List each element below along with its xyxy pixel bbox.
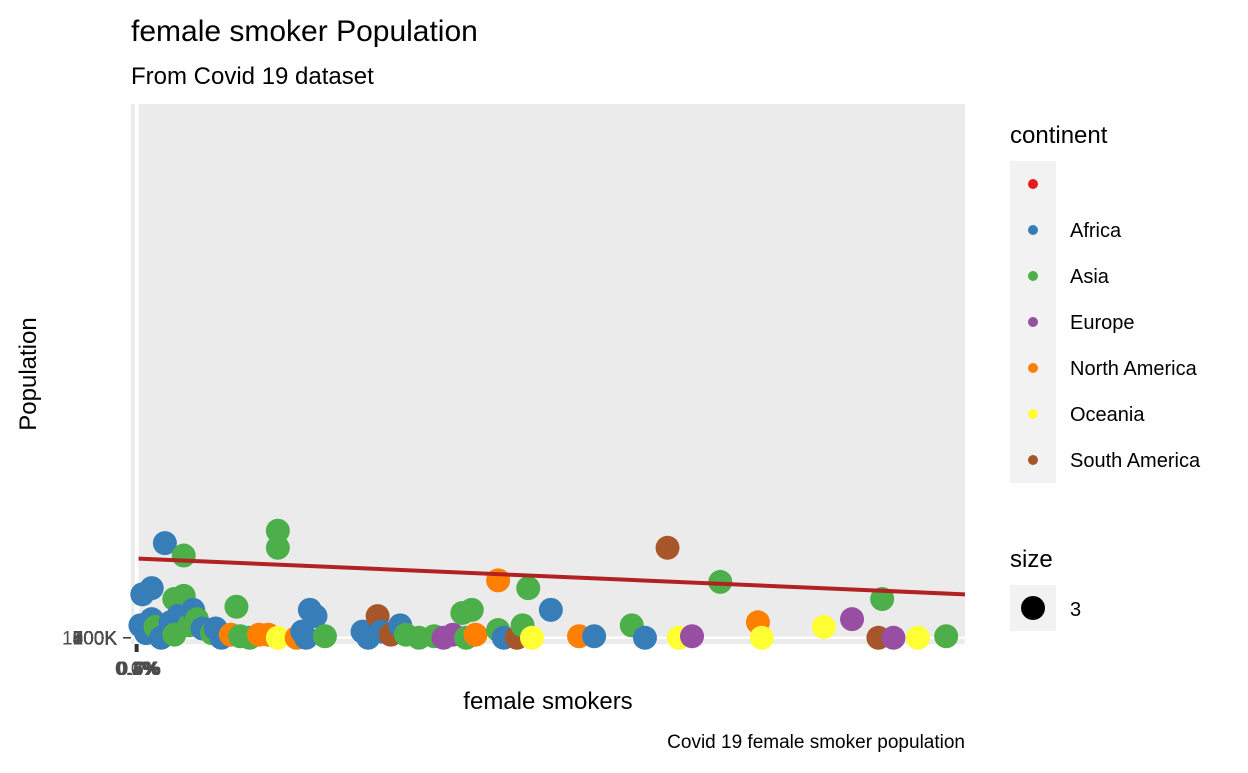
data-point bbox=[171, 543, 196, 568]
legend-key-dot bbox=[1028, 455, 1038, 465]
data-point bbox=[463, 622, 488, 647]
legend-entries: Africa Asia Europe North America Oceania Sout… bbox=[1028, 179, 1201, 472]
y-tick-label: 200K bbox=[73, 629, 118, 650]
data-point bbox=[519, 625, 544, 650]
y-tick-label: 800K bbox=[73, 628, 118, 649]
legend-entry-label: South America bbox=[1070, 450, 1201, 472]
data-point bbox=[224, 594, 249, 619]
x-tick-label: 0.7% bbox=[118, 659, 161, 680]
x-axis-ticks: 0.0%0.1%0.2%0.3%0.4%0.5%0.6%0.7% bbox=[115, 644, 161, 680]
legend-entry-label: Oceania bbox=[1070, 404, 1145, 426]
data-point bbox=[265, 518, 290, 543]
trend-line bbox=[138, 556, 966, 597]
y-axis-label: Population bbox=[15, 317, 42, 430]
chart-subtitle: From Covid 19 dataset bbox=[131, 63, 374, 90]
data-point bbox=[294, 625, 319, 650]
x-tick-label: 0.5% bbox=[117, 659, 160, 680]
legend-key-dot bbox=[1028, 409, 1038, 419]
legend-size-label: 3 bbox=[1070, 599, 1081, 621]
data-point bbox=[312, 624, 337, 649]
y-tick-label: 1000K bbox=[62, 628, 117, 649]
data-point bbox=[680, 624, 705, 649]
x-tick-label: 0.4% bbox=[117, 659, 160, 680]
legend-entry-label: Asia bbox=[1070, 266, 1110, 288]
data-point bbox=[265, 535, 290, 560]
data-point bbox=[139, 576, 164, 601]
y-tick-label: 500K bbox=[73, 629, 118, 650]
data-point bbox=[811, 614, 836, 639]
x-tick-label: 0.1% bbox=[115, 659, 158, 680]
y-tick-label: 100K bbox=[73, 629, 118, 650]
data-point bbox=[265, 625, 290, 650]
data-point bbox=[655, 535, 680, 560]
x-tick-label: 0.0% bbox=[115, 659, 158, 680]
legend-continent: continent Africa Asia Europe North America O… bbox=[1010, 122, 1201, 483]
chart-caption: Covid 19 female smoker population bbox=[667, 732, 965, 753]
data-point bbox=[303, 604, 328, 629]
y-tick-label: 700K bbox=[73, 628, 118, 649]
point-layer bbox=[128, 518, 959, 650]
legend-key-dot bbox=[1028, 363, 1038, 373]
data-point bbox=[840, 607, 865, 632]
data-point bbox=[516, 576, 541, 601]
x-tick-label: 0.6% bbox=[117, 659, 160, 680]
legend-size: size 3 bbox=[1010, 546, 1081, 631]
data-point bbox=[459, 597, 484, 622]
legend-entry-label: North America bbox=[1070, 358, 1198, 380]
legend-entry-label: Europe bbox=[1070, 312, 1135, 334]
data-point bbox=[881, 625, 906, 650]
x-tick-label: 0.3% bbox=[116, 659, 159, 680]
legend-key-dot bbox=[1028, 179, 1038, 189]
legend-size-key bbox=[1021, 596, 1045, 620]
trend-layer bbox=[138, 556, 966, 597]
legend-key-dot bbox=[1028, 271, 1038, 281]
legend-key-dot bbox=[1028, 225, 1038, 235]
y-tick-label: 600K bbox=[73, 628, 118, 649]
legend-continent-title: continent bbox=[1010, 122, 1108, 149]
legend-entry-label: Africa bbox=[1070, 220, 1122, 242]
y-axis-ticks: 0K100K200K300K400K500K600K700K800K900K10… bbox=[62, 628, 131, 650]
data-point bbox=[152, 531, 177, 556]
y-tick-label: 400K bbox=[73, 629, 118, 650]
x-axis-label: female smokers bbox=[463, 688, 632, 715]
y-tick-label: 300K bbox=[73, 629, 118, 650]
data-point bbox=[749, 625, 774, 650]
data-point bbox=[934, 624, 959, 649]
x-tick-label: 0.2% bbox=[116, 659, 159, 680]
data-point bbox=[905, 625, 930, 650]
data-point bbox=[632, 625, 657, 650]
y-tick-label: 900K bbox=[73, 628, 118, 649]
legend-key-dot bbox=[1028, 317, 1038, 327]
data-point bbox=[582, 624, 607, 649]
data-point bbox=[538, 597, 563, 622]
chart-title: female smoker Population bbox=[131, 15, 478, 48]
y-tick-label: 0K bbox=[94, 629, 118, 650]
legend-size-title: size bbox=[1010, 546, 1053, 573]
